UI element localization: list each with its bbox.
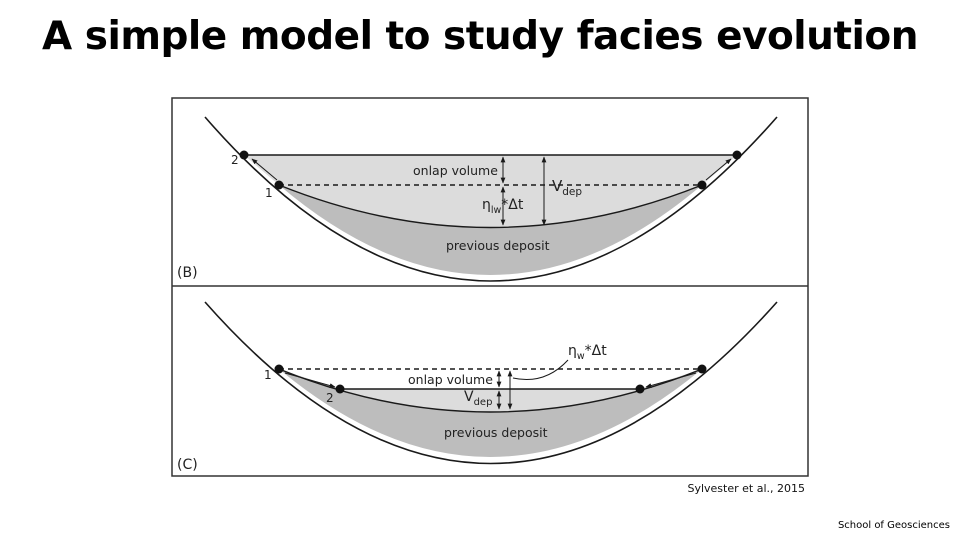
point-2-left [239,150,249,160]
panel-b-tag: (B) [177,265,198,281]
onlap-volume-label: onlap volume [408,372,493,387]
onlap-volume-label: onlap volume [413,163,498,178]
citation: Sylvester et al., 2015 [687,482,805,495]
eta-dt-label: ηw*Δt [568,343,607,362]
point-2-left [335,384,345,394]
point-2-right [732,150,742,160]
school-logo: School of Geosciences [837,520,950,531]
point-1-label: 1 [265,186,273,200]
figure-frame [171,97,809,477]
point-1-label: 1 [264,368,272,382]
previous-deposit-area [279,185,702,275]
point-2-right [635,384,645,394]
slide-title: A simple model to study facies evolution [42,14,918,59]
shoreline-shift-arrow-right [645,372,697,388]
point-2-label: 2 [326,391,334,405]
point-2-label: 2 [231,153,239,167]
panel-c-tag: (C) [177,457,198,473]
shoreline-shift-arrow-left [251,158,278,181]
previous-deposit-label: previous deposit [444,425,548,440]
previous-deposit-label: previous deposit [446,238,550,253]
panel-b: 2 1 onlap volume Vdep ηlw*Δt previous de… [177,116,778,282]
eta-leader-line [512,359,569,380]
panel-c: 1 2 onlap volume Vdep ηw*Δt previous dep… [177,301,778,473]
vdep-label: Vdep [552,177,582,198]
vdep-label: Vdep [464,389,492,408]
point-1-left [274,364,284,374]
eta-dt-label: ηlw*Δt [482,197,524,216]
previous-deposit-area [279,369,702,457]
point-1-left [274,180,284,190]
onlap-volume-area [244,155,737,228]
basin-profile [204,116,778,282]
point-1-right [697,180,707,190]
point-1-right [697,364,707,374]
shoreline-shift-arrow-left [284,372,336,388]
deposit-surface [278,184,703,229]
basin-profile [204,301,778,465]
shoreline-shift-arrow-right [705,158,732,181]
